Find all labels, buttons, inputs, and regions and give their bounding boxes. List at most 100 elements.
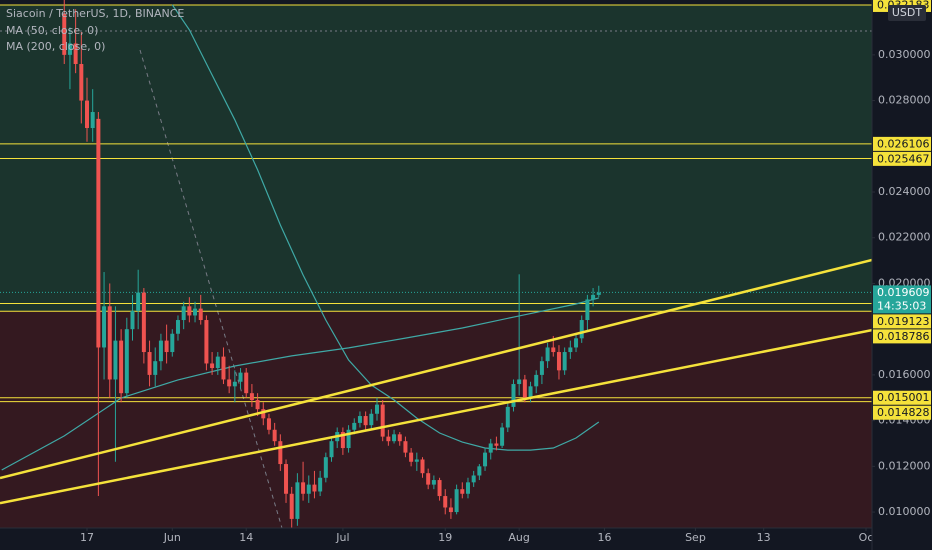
candle-body (136, 292, 141, 311)
candle-body (562, 352, 567, 371)
level-label: 0.025467 (877, 152, 930, 165)
y-tick-label: 0.012000 (878, 459, 931, 472)
x-tick-label: 14 (239, 531, 253, 544)
candle-body (426, 473, 431, 485)
candle-body (79, 64, 84, 101)
level-label-box (873, 390, 931, 405)
candle-body (414, 459, 419, 462)
candle-body (534, 374, 539, 387)
candle-body (124, 329, 129, 394)
x-tick-label: Oc (859, 531, 874, 544)
levels (0, 4, 872, 403)
candle-body (471, 475, 476, 483)
candle-body (500, 427, 505, 446)
candle-body (403, 441, 408, 453)
candle-body (238, 372, 243, 382)
dashed-drawing (139, 49, 283, 528)
y-tick-label: 0.028000 (878, 94, 931, 107)
x-tick-label: 16 (597, 531, 611, 544)
candle-body (175, 320, 180, 334)
candle-body (164, 340, 169, 353)
level-label-box (873, 405, 931, 420)
candle-body (488, 443, 493, 453)
candle-body (448, 507, 453, 513)
trend-line (0, 328, 872, 505)
trend-lines (0, 258, 872, 505)
candle-body (107, 306, 112, 380)
candle-body (198, 308, 203, 321)
x-tick-label: Jun (163, 531, 181, 544)
y-tick-label: 0.010000 (878, 505, 931, 518)
candle-body (585, 299, 590, 321)
candle-body (312, 484, 317, 492)
candle-body (420, 459, 425, 474)
moving-averages (1, 4, 600, 471)
candle-body (318, 477, 323, 492)
candle-body (153, 361, 158, 375)
candles (62, 0, 601, 528)
x-tick-label: 19 (438, 531, 452, 544)
candle-body (221, 356, 226, 380)
y-tick-label: 0.024000 (878, 185, 931, 198)
candle-body (369, 413, 374, 426)
candle-body (386, 436, 391, 442)
candle-body (284, 464, 289, 494)
trend-line (0, 258, 872, 480)
candle-body (96, 118, 101, 348)
candle-body (409, 452, 414, 462)
candle-body (272, 429, 277, 442)
candle-body (278, 441, 283, 465)
candle-body (295, 482, 300, 519)
x-tick-label: Aug (508, 531, 529, 544)
candle-body (329, 441, 334, 458)
candle-body (517, 379, 522, 385)
level-label-box (873, 151, 931, 166)
candle-body (494, 443, 499, 446)
level-label: 0.015001 (877, 391, 930, 404)
plot-area (0, 0, 872, 528)
price-axis-panel (872, 0, 932, 550)
candle-body (266, 418, 271, 430)
x-tick-label: Sep (685, 531, 706, 544)
candle-body (323, 457, 328, 478)
candle-body (289, 493, 294, 519)
candle-body (301, 482, 306, 494)
candle-body (551, 347, 556, 353)
candle-body (130, 310, 135, 330)
currency-box[interactable] (888, 5, 926, 21)
candle-body (204, 320, 209, 364)
candle-body (158, 340, 163, 362)
x-axis: 17 Jun 14 Jul 19 Aug 16 Sep 13 Oc (80, 528, 873, 544)
candle-body (90, 112, 95, 129)
candle-body (227, 379, 232, 387)
y-tick-label: 0.022000 (878, 231, 931, 244)
currency[interactable]: USDT (892, 6, 923, 19)
candle-body (357, 416, 362, 423)
level-label: 0.014828 (877, 406, 930, 419)
candle-body (113, 340, 118, 380)
candle-body (596, 292, 601, 295)
candle-body (210, 363, 215, 369)
last-price-label: 0.019609 (877, 286, 930, 299)
level-label: 0.026106 (877, 137, 930, 150)
x-tick-label: 17 (80, 531, 94, 544)
candle-body (483, 452, 488, 467)
candle-body (119, 340, 124, 394)
candle-body (443, 496, 448, 508)
last-price-box (873, 285, 931, 314)
level-label: 0.019123 (877, 315, 930, 328)
ma-line (171, 4, 600, 451)
x-tick-label: Jul (335, 531, 349, 544)
candle-body (539, 361, 544, 375)
candle-body (437, 480, 442, 497)
legend: Siacoin / TetherUS, 1D, BINANCE MA (50, … (6, 7, 184, 53)
candle-body (346, 429, 351, 449)
candle-body (67, 43, 72, 55)
candle-body (193, 308, 198, 316)
candle-body (545, 347, 550, 362)
candle-body (392, 434, 397, 442)
zone (0, 311, 872, 528)
level-label: 0.018786 (877, 330, 930, 343)
candle-body (244, 372, 249, 394)
candle-body (511, 384, 516, 407)
